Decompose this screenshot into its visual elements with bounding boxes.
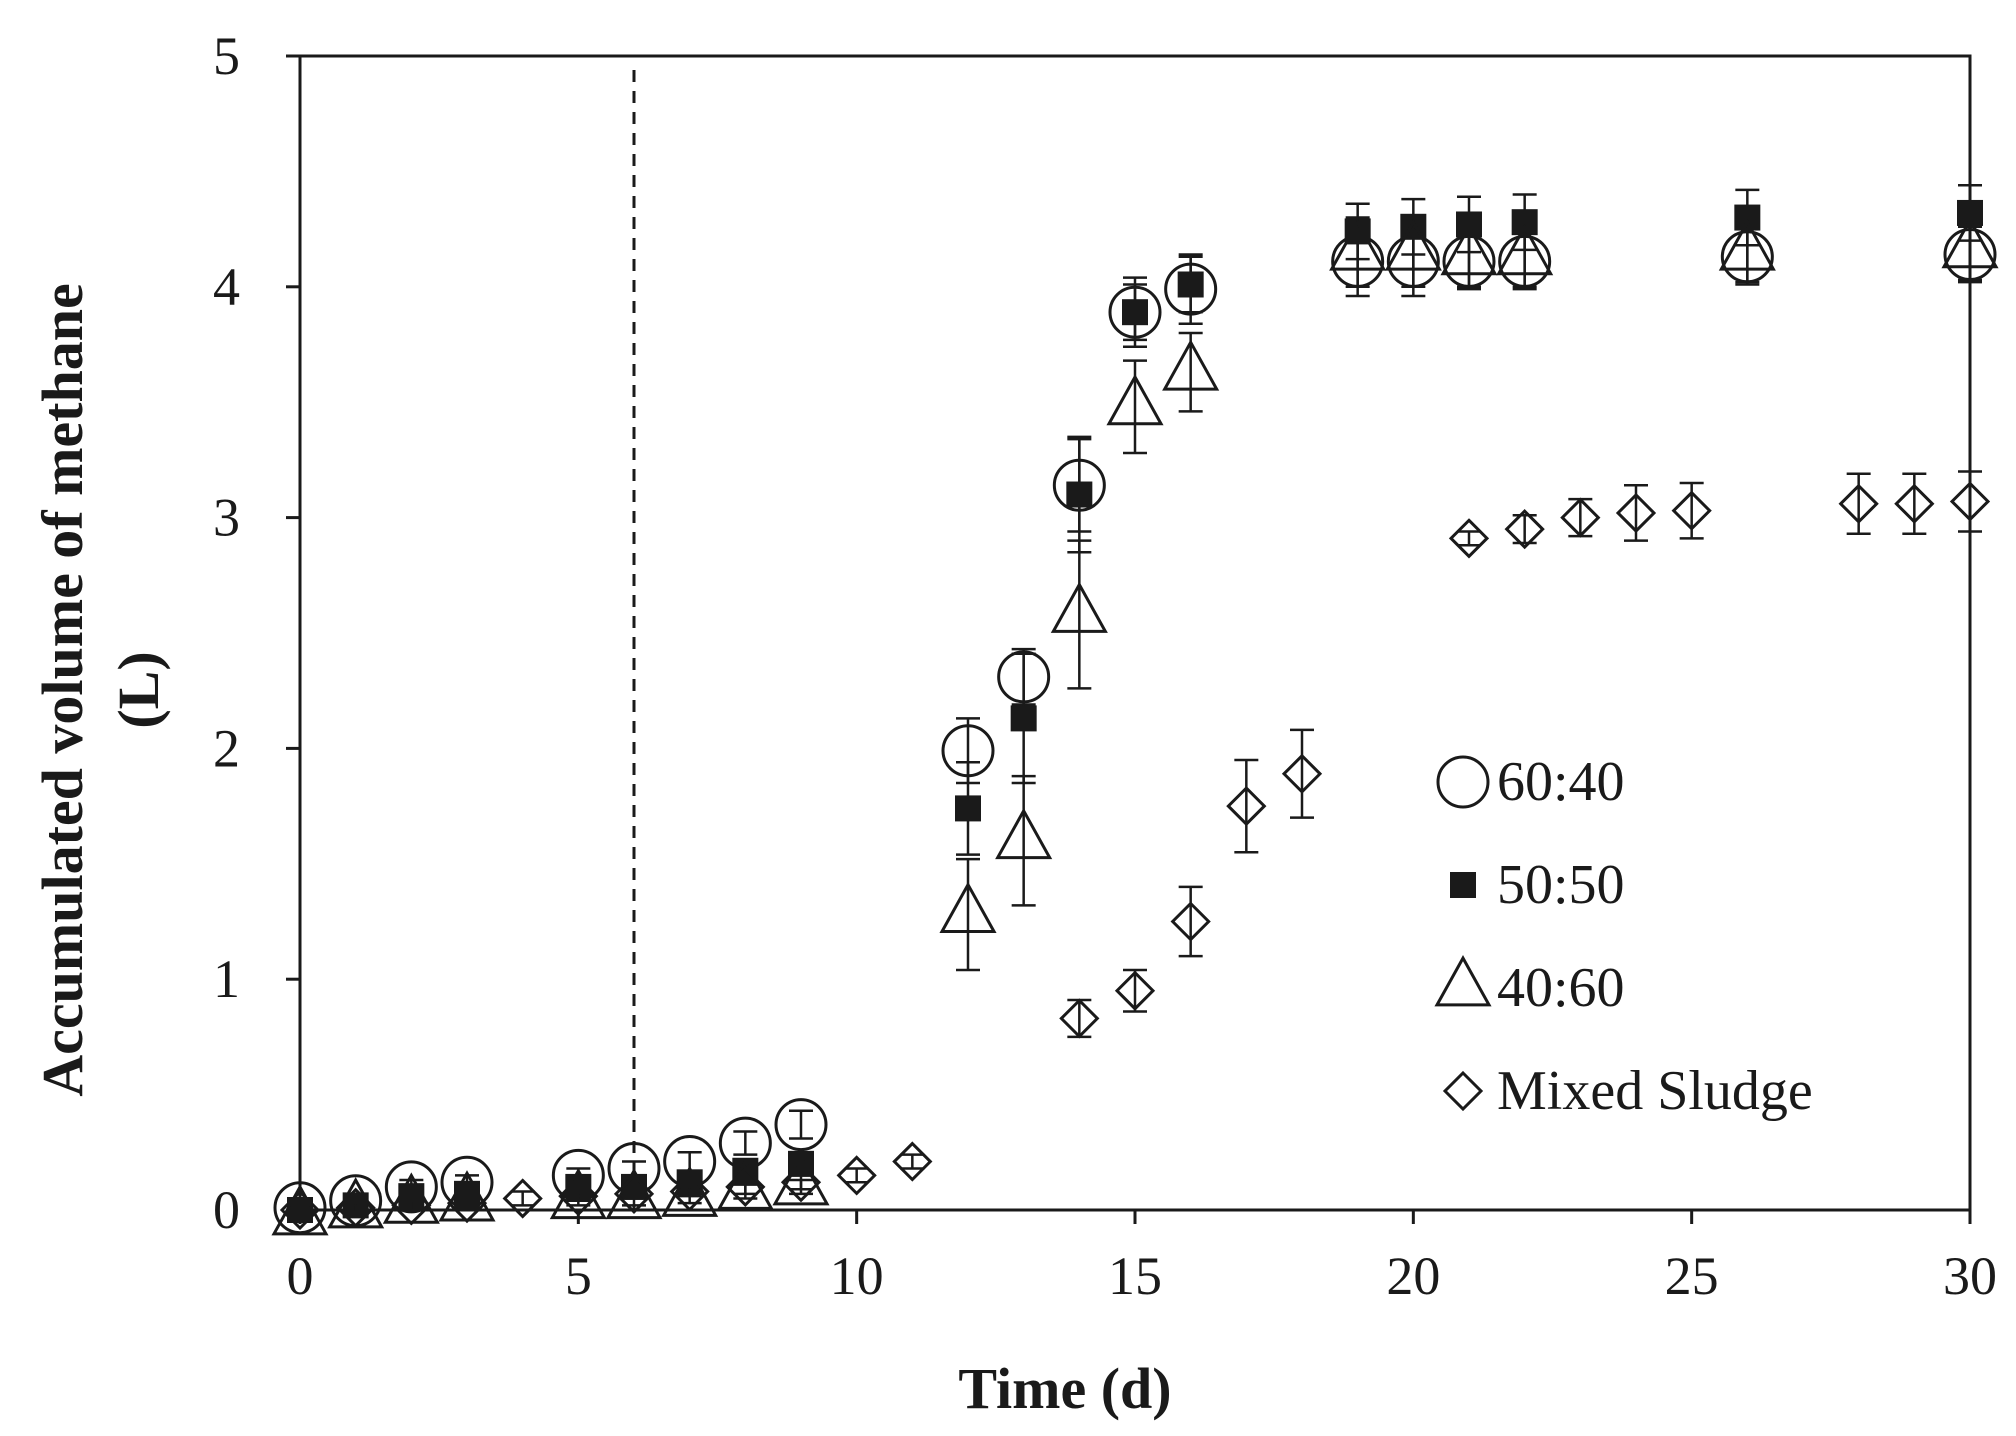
tick-labels: 0 5 10 15 20 25 30 0 1 2 3 4 5 [213,26,1997,1306]
y-tick-label: 0 [213,1180,240,1240]
legend-item-mixed-sludge: Mixed Sludge [1442,1060,1813,1122]
legend-label-50-50: 50:50 [1497,854,1625,916]
x-tick-label: 0 [287,1246,314,1306]
legend-marker-shape [1436,755,1490,809]
plot-frame [298,54,1972,1212]
data-point [1066,481,1093,508]
legend-item-50-50: 50:50 [1450,854,1625,916]
legend-label-60-40: 60:40 [1497,751,1625,813]
legend-marker-shape [1442,1070,1484,1112]
data-point [1718,219,1776,271]
y-axis-title-line-1: Accumulated volume of methane [30,283,95,1097]
data-point [1329,219,1387,271]
data-point [1894,483,1935,524]
data-series [271,183,1999,1236]
data-point [1496,223,1554,276]
data-point [939,881,997,933]
data-point [558,1176,599,1217]
legend-label-mixed-sludge: Mixed Sludge [1497,1060,1813,1122]
x-tick-label: 25 [1665,1246,1719,1306]
x-tick-label: 20 [1386,1246,1440,1306]
data-point [1949,481,1991,522]
legend-diamond-marker [1442,1070,1484,1112]
data-point [1114,970,1156,1011]
data-point [1170,901,1211,942]
x-tick-label: 5 [565,1246,592,1306]
data-point [1384,219,1442,271]
legend-marker-shape [1450,872,1476,898]
y-tick-label: 4 [213,257,240,317]
data-point [995,807,1053,860]
data-point [279,1189,321,1231]
data-point [725,1166,766,1208]
legend-label-40-60: 40:60 [1497,957,1625,1019]
axes [286,54,1972,1224]
y-tick-label: 1 [213,949,240,1009]
series-mixed-sludge [279,470,1991,1231]
y-tick-label: 2 [213,718,240,778]
y-tick-label: 5 [213,26,240,86]
data-point [772,1153,830,1206]
y-axis-title-line-2: (L) [106,651,171,728]
data-point [1448,518,1490,559]
data-point [1671,490,1712,531]
data-point [613,1173,655,1214]
data-point [605,1167,663,1220]
legend-item-60-40: 60:40 [1436,751,1625,813]
x-tick-label: 30 [1943,1246,1997,1306]
data-point [1941,216,1999,269]
data-point [1504,509,1545,550]
data-point [446,1182,488,1224]
x-axis-title: Time (d) [958,1356,1171,1421]
legend-triangle-marker [1434,955,1492,1007]
data-point [836,1155,877,1196]
legend-circle-marker [1436,755,1490,809]
data-point [1838,483,1879,524]
data-point [661,1165,719,1217]
data-point [1106,373,1164,426]
legend-item-40-60: 40:60 [1434,955,1625,1019]
data-point [335,1187,376,1228]
data-point [271,1183,329,1236]
data-point [1050,581,1108,633]
x-tick-label: 10 [830,1246,884,1306]
data-point [716,1158,774,1210]
data-point [502,1178,543,1219]
legend-filled-square-marker [1450,872,1476,898]
data-point [549,1167,607,1220]
data-point [1560,497,1601,538]
legend-marker-shape [1434,955,1492,1007]
data-point [384,1160,438,1214]
x-tick-label: 15 [1108,1246,1162,1306]
data-point [1615,492,1657,534]
data-point [1162,339,1220,391]
data-point [774,1098,828,1152]
data-point [669,1171,710,1212]
data-point [1440,223,1498,276]
data-point [1177,271,1204,298]
y-tick-label: 3 [213,488,240,548]
data-point [1122,299,1148,326]
data-point [391,1185,432,1226]
data-point [1010,705,1037,732]
data-point [1226,785,1267,827]
data-point [892,1141,933,1182]
data-point [955,795,981,822]
data-point [780,1162,822,1203]
data-point [1281,753,1323,794]
data-point [1059,998,1100,1039]
legend: 60:40 50:50 40:60 Mixed Sludge [1434,751,1813,1122]
